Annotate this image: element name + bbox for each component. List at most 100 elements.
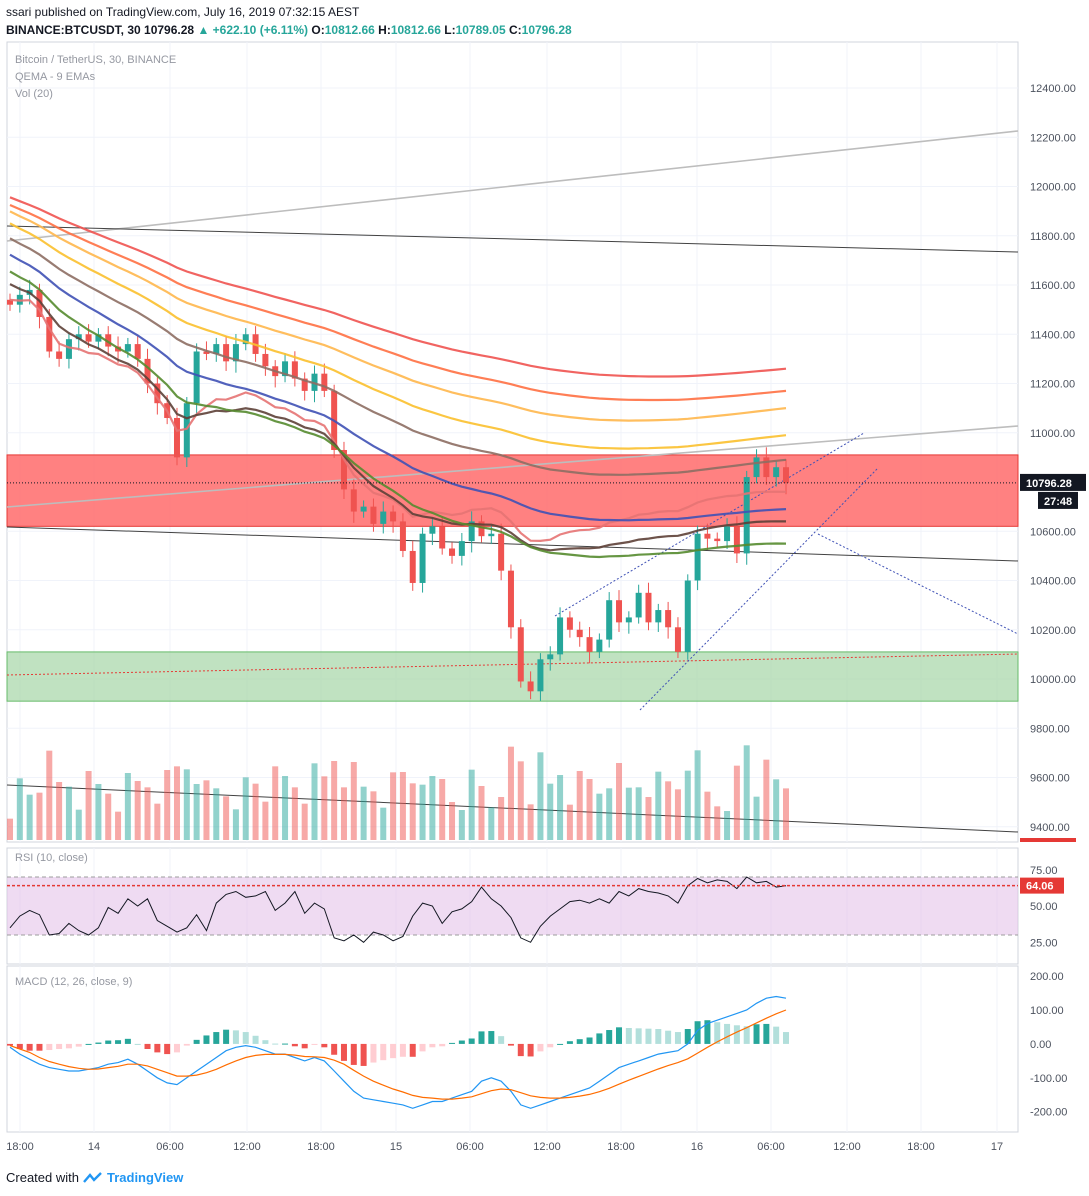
- candle-body: [242, 334, 249, 345]
- volume-bar: [16, 778, 23, 840]
- volume-bar: [665, 781, 672, 840]
- macd-histogram-bar: [154, 1043, 161, 1053]
- candle-body: [616, 600, 623, 623]
- volume-bar: [616, 763, 623, 840]
- volume-bar: [753, 796, 760, 840]
- candle-body: [606, 600, 613, 640]
- macd-histogram-bar: [173, 1043, 180, 1053]
- macd-legend[interactable]: MACD (12, 26, close, 9): [15, 976, 133, 988]
- volume-bar: [370, 791, 377, 840]
- volume-legend[interactable]: Vol (20): [15, 88, 53, 100]
- candle-body: [46, 317, 53, 352]
- candle-body: [85, 334, 92, 342]
- rsi-legend[interactable]: RSI (10, close): [15, 852, 88, 864]
- macd-histogram-bar: [635, 1028, 642, 1044]
- volume-bar: [95, 784, 102, 840]
- zone-resistance: [6, 454, 1019, 527]
- candle-body: [439, 526, 446, 549]
- volume-bar: [311, 763, 318, 840]
- volume-bar: [547, 783, 554, 840]
- candle-body: [635, 592, 642, 618]
- macd-histogram-bar: [674, 1032, 681, 1044]
- x-tick-label: 12:00: [533, 1141, 561, 1153]
- macd-histogram-bar: [733, 1025, 740, 1044]
- symbol-ohlc-bar: BINANCE:BTCUSDT, 30 10796.28 ▲ +622.10 (…: [6, 23, 572, 37]
- macd-histogram-bar: [65, 1043, 72, 1049]
- volume-axis-marker: [1020, 838, 1076, 842]
- volume-bar: [183, 769, 190, 840]
- volume-bar: [105, 793, 112, 840]
- projection-line: [817, 533, 1019, 635]
- macd-histogram-bar: [321, 1043, 328, 1048]
- macd-histogram-bar: [507, 1043, 514, 1046]
- candle-body: [537, 659, 544, 692]
- macd-histogram-bar: [753, 1024, 760, 1044]
- volume-bar: [773, 779, 780, 840]
- macd-histogram-bar: [547, 1043, 554, 1048]
- volume-bar: [478, 786, 485, 840]
- macd-histogram-bar: [449, 1042, 456, 1044]
- x-tick-label: 16: [691, 1141, 703, 1153]
- macd-histogram-bar: [46, 1043, 53, 1051]
- y-tick-label: 11200.00: [1030, 379, 1075, 391]
- footer-brand[interactable]: TradingView: [106, 1170, 184, 1185]
- volume-bar: [566, 804, 573, 840]
- x-tick-label: 12:00: [233, 1141, 261, 1153]
- volume-bar: [557, 775, 564, 840]
- candle-body: [724, 526, 731, 542]
- y-tick-label: 9600.00: [1030, 773, 1070, 785]
- macd-tick-label: -200.00: [1030, 1107, 1067, 1119]
- candle-body: [232, 344, 239, 362]
- y-tick-label: 12200.00: [1030, 132, 1076, 144]
- volume-bar: [213, 788, 220, 840]
- candle-body: [498, 533, 505, 571]
- zone-support: [6, 651, 1019, 702]
- candle-body: [134, 344, 141, 359]
- candle-body: [547, 654, 554, 660]
- macd-histogram-bar: [458, 1040, 465, 1044]
- y-tick-label: 9400.00: [1030, 822, 1070, 834]
- macd-histogram-bar: [478, 1031, 485, 1044]
- candle-body: [763, 457, 770, 478]
- macd-histogram-bar: [399, 1043, 406, 1057]
- ema-line: [9, 283, 787, 552]
- macd-histogram-bar: [606, 1030, 613, 1044]
- macd-histogram-bar: [85, 1043, 92, 1045]
- volume-bar: [704, 791, 711, 840]
- macd-histogram-bar: [586, 1037, 593, 1044]
- volume-bar: [694, 750, 701, 840]
- macd-histogram-bar: [16, 1043, 23, 1049]
- volume-bar: [527, 804, 534, 840]
- y-tick-label: 11600.00: [1030, 280, 1075, 292]
- x-tick-label: 18:00: [607, 1141, 635, 1153]
- candle-body: [340, 449, 347, 490]
- candle-body: [655, 610, 662, 623]
- macd-histogram-bar: [105, 1040, 112, 1044]
- candle-body: [282, 361, 289, 377]
- candle-body: [674, 627, 681, 652]
- candle-body: [478, 521, 485, 537]
- volume-bar: [350, 762, 357, 840]
- volume-bar: [576, 771, 583, 840]
- volume-bar: [154, 803, 161, 840]
- series-legend[interactable]: Bitcoin / TetherUS, 30, BINANCE: [15, 54, 177, 66]
- volume-bar: [517, 761, 524, 840]
- candle-body: [105, 334, 112, 347]
- candle-body: [301, 378, 308, 391]
- ema-legend[interactable]: QEMA - 9 EMAs: [15, 71, 96, 83]
- ema-line: [9, 270, 787, 559]
- rsi-tick-label: 25.00: [1030, 937, 1058, 949]
- volume-bar: [144, 787, 151, 840]
- macd-histogram-bar: [694, 1021, 701, 1044]
- macd-histogram-bar: [596, 1033, 603, 1044]
- candle-body: [262, 353, 269, 367]
- macd-histogram-bar: [429, 1043, 436, 1048]
- low-value: 10789.05: [455, 23, 506, 37]
- volume-bar: [743, 745, 750, 840]
- candle-body: [527, 681, 534, 692]
- tradingview-logo-icon: [83, 1171, 102, 1183]
- volume-bar: [714, 806, 721, 840]
- candle-body: [517, 627, 524, 682]
- support-dotted-line: [6, 653, 1019, 676]
